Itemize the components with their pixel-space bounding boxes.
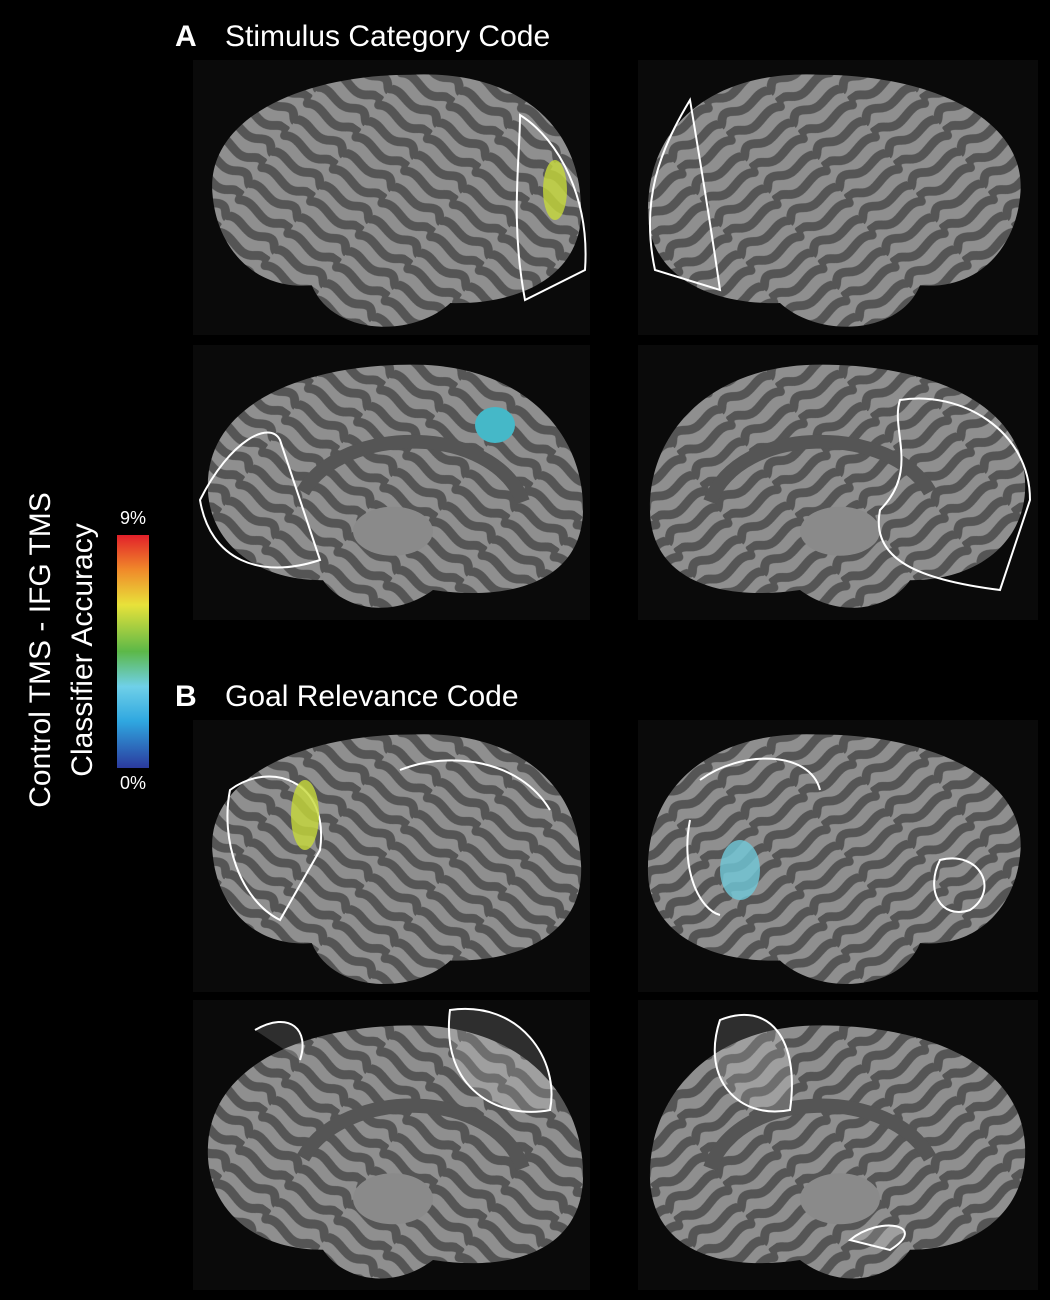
activation <box>291 780 319 850</box>
panel-title: Stimulus Category Code <box>225 20 550 53</box>
colorbar-title: Classifier Accuracy <box>66 523 99 776</box>
roi-outline <box>198 431 322 569</box>
colorbar-tick-label: 0% <box>120 773 146 793</box>
colorbar-tick-label: 9% <box>120 508 146 528</box>
roi-outline <box>254 1007 553 1113</box>
panel-letter: A <box>175 20 197 53</box>
roi-outline <box>226 759 551 922</box>
panel-title: Goal Relevance Code <box>225 680 519 713</box>
activation <box>720 840 760 900</box>
roi-outline <box>713 1014 906 1252</box>
panel-b: B Goal Relevance Code <box>175 680 1038 1290</box>
activation <box>475 407 515 443</box>
activation <box>543 160 567 220</box>
roi-outline <box>515 113 587 302</box>
panel-a: A Stimulus Category Code <box>175 20 1038 620</box>
colorbar-title: Control TMS - IFG TMS <box>24 492 57 808</box>
roi-outline <box>686 757 986 916</box>
roi-outline <box>648 97 722 292</box>
colorbar: Control TMS - IFG TMS Classifier Accurac… <box>24 492 149 808</box>
roi-outline <box>877 397 1032 592</box>
panel-letter: B <box>175 680 197 713</box>
colorbar-gradient <box>117 535 149 768</box>
